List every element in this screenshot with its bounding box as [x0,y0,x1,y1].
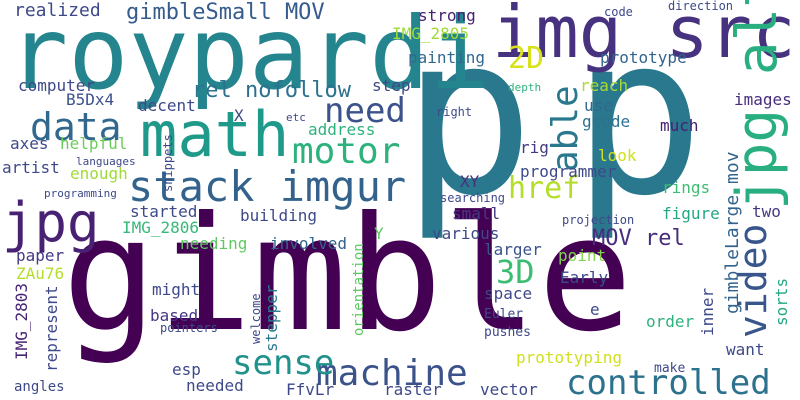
word-able: able [545,85,586,172]
word-machine: machine [316,353,468,394]
word-gcode: gcode [582,112,631,131]
word-2D: 2D [508,41,545,76]
word-use: use [584,96,613,115]
word-programming: programming [44,187,117,200]
word-two: two [752,202,781,221]
word-larger: larger [484,240,542,259]
word-reach: reach [580,76,629,95]
word-raster: raster [384,380,442,399]
word-FfvLr: FfvLr [286,380,335,399]
word-math: math [140,98,290,171]
word-point: point [558,246,607,265]
word-code: code [604,5,633,19]
word-images: images [734,90,792,109]
word-much: much [660,116,699,135]
word-helpful: helpful [60,134,128,153]
word-prototyping: prototyping [516,348,622,367]
word-snippets: snippets [161,134,175,192]
word-etc: etc [286,111,306,124]
word-XY: XY [460,172,480,191]
word-needing: needing [180,234,248,253]
word-address: address [308,120,376,139]
word-sense: sense [232,343,335,383]
word-involved: involved [270,234,348,253]
word-need: need [324,91,406,131]
word-order: order [646,312,695,331]
word-motor: motor [292,131,401,172]
word-various: various [432,224,500,243]
word-esp: esp [172,360,201,379]
word-enough: enough [70,164,128,183]
word-stepper: stepper [262,284,281,352]
word-rel-nofollow: rel nofollow [192,78,351,103]
word-Y: Y [374,224,384,243]
word-right: right [436,105,473,119]
word-paper: paper [16,246,65,265]
word-e: e [590,300,600,319]
word-searching: searching [440,191,506,205]
word-direction: direction [668,0,734,13]
word-figure: figure [662,204,720,223]
word-p-2: p [572,0,705,244]
word-orientation: orientation [351,243,367,336]
word-rig: rig [520,138,549,157]
word-href: href [508,171,581,206]
word-strong: strong [418,6,476,25]
word-pushes: pushes [484,325,531,340]
word-represent: represent [42,285,61,372]
word-space: space [484,284,533,303]
word-gimbleSmall-MOV: gimbleSmall MOV [126,0,325,25]
word-step: step [372,76,411,95]
word-rings: rings [662,178,711,197]
word-Early: Early [560,268,609,287]
word-gimbleLarge-mov: gimbleLarge mov [722,151,743,314]
word-axes: axes [10,134,49,153]
word-building: building [240,206,318,225]
word-based: based [150,306,199,325]
word-pointers: pointers [160,321,218,335]
word-want: want [726,340,765,359]
word-painting: painting [408,48,486,67]
word-realized: realized [14,0,101,21]
word-X: X [234,106,244,125]
word-small: small [452,204,501,223]
word-projection: projection [562,213,635,227]
word-computer: computer [18,76,96,95]
word-needed: needed [186,376,244,395]
word-data: data [30,105,122,149]
word-prototype: prototype [600,48,687,67]
word-IMG_2805: IMG_2805 [392,24,470,43]
word-IMG_2806: IMG_2806 [122,218,200,237]
word-decent: decent [138,96,196,115]
word-welcome: welcome [249,293,263,344]
word-inner: inner [698,287,717,336]
word-languages: languages [76,155,136,168]
word-make: make [654,361,686,376]
word-controlled: controlled [566,363,771,400]
word-stack-imgur: stack imgur [128,162,407,211]
word-ZAu76: ZAu76 [16,264,65,283]
word-MOV-rel: MOV rel [592,226,685,251]
word-angles: angles [14,379,65,395]
word-vector: vector [480,380,538,399]
word-IMG_2803: IMG_2803 [12,282,31,360]
word-B5Dx4: B5Dx4 [66,90,115,109]
word-jpg: jpg [2,191,100,254]
word-sorts: sorts [772,277,791,326]
word-roypardi: roypardi [8,0,490,112]
word-artist: artist [2,158,60,177]
word-gimble: gimble [62,183,633,367]
word-started: started [130,202,198,221]
word-p-1: p [402,0,535,244]
word-might: might [152,280,201,299]
word-look: look [598,146,637,165]
word-depth: depth [508,81,542,94]
word-programmer: programmer [520,162,617,181]
word-Euler: Euler [484,307,524,322]
word-3D: 3D [496,253,535,291]
word-img-src: img src [492,0,796,74]
